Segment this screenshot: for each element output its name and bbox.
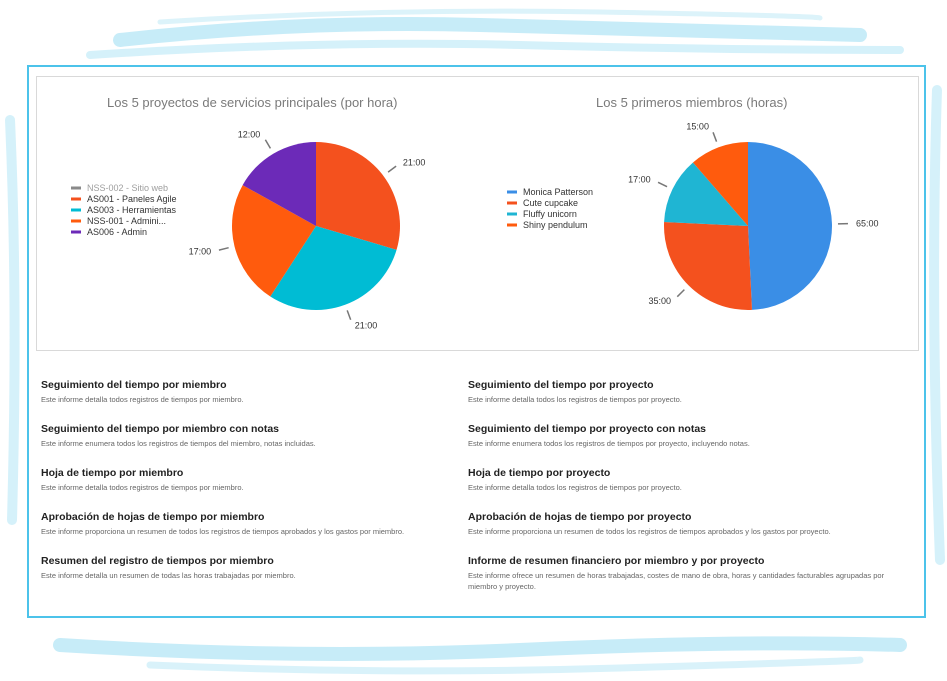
pie-slice[interactable]	[664, 162, 748, 226]
report-title[interactable]: Aprobación de hojas de tiempo por miembr…	[41, 511, 265, 523]
report-description: Este informe ofrece un resumen de horas …	[468, 571, 885, 591]
report-item[interactable]: Seguimiento del tiempo por miembro con n…	[41, 423, 468, 467]
pie-slice[interactable]	[748, 142, 833, 310]
report-description: Este informe detalla todos los registros…	[468, 483, 682, 492]
slice-leader-line	[218, 246, 229, 251]
report-item[interactable]: Seguimiento del tiempo por proyecto con …	[468, 423, 898, 467]
pie-slice[interactable]	[270, 226, 397, 310]
report-item[interactable]: Informe de resumen financiero por miembr…	[468, 555, 898, 605]
projects-chart-title: Los 5 proyectos de servicios principales…	[107, 95, 397, 110]
slice-label: 21:00	[403, 158, 426, 168]
report-title[interactable]: Resumen del registro de tiempos por miem…	[41, 555, 274, 567]
slice-label: 21:00	[355, 320, 378, 330]
pie-slice[interactable]	[316, 142, 400, 250]
report-description: Este informe detalla todos registros de …	[41, 483, 244, 492]
legend-entry[interactable]: AS001 - Paneles Agile	[87, 194, 177, 204]
report-description: Este informe detalla todos registros de …	[41, 395, 244, 404]
legend-entry[interactable]: AS006 - Admin	[87, 227, 147, 237]
report-title[interactable]: Seguimiento del tiempo por miembro con n…	[41, 423, 280, 435]
slice-label: 12:00	[238, 130, 261, 140]
report-item[interactable]: Seguimiento del tiempo por proyecto Este…	[468, 379, 898, 423]
report-description: Este informe enumera todos los registros…	[468, 439, 750, 448]
report-title[interactable]: Hoja de tiempo por miembro	[41, 467, 184, 479]
legend-entry[interactable]: Shiny pendulum	[523, 220, 588, 230]
pie-slice[interactable]	[664, 222, 752, 310]
report-item[interactable]: Aprobación de hojas de tiempo por proyec…	[468, 511, 898, 555]
report-title[interactable]: Hoja de tiempo por proyecto	[468, 467, 611, 479]
report-item[interactable]: Hoja de tiempo por miembro Este informe …	[41, 467, 468, 511]
legend-entry[interactable]: AS003 - Herramientas	[87, 205, 177, 215]
members-pie-chart: 65:00 35:00 17:00 15:00	[628, 122, 879, 310]
slice-leader-line	[264, 139, 272, 149]
report-item[interactable]: Resumen del registro de tiempos por miem…	[41, 555, 468, 605]
slice-leader-line	[712, 132, 718, 142]
report-title[interactable]: Aprobación de hojas de tiempo por proyec…	[468, 511, 692, 523]
slice-leader-line	[387, 165, 397, 173]
report-description: Este informe proporciona un resumen de t…	[41, 527, 405, 536]
pie-slice[interactable]	[692, 142, 748, 226]
report-description: Este informe detalla todos los registros…	[468, 395, 682, 404]
report-item[interactable]: Hoja de tiempo por proyecto Este informe…	[468, 467, 898, 511]
legend-entry[interactable]: Cute cupcake	[523, 198, 578, 208]
report-title[interactable]: Seguimiento del tiempo por proyecto con …	[468, 423, 707, 435]
legend-entry[interactable]: Monica Patterson	[523, 187, 593, 197]
pie-slice[interactable]	[232, 185, 316, 297]
legend-entry[interactable]: Fluffy unicorn	[523, 209, 577, 219]
projects-pie-chart: 21:00 21:00 17:00 12:00	[189, 130, 426, 331]
report-title[interactable]: Seguimiento del tiempo por miembro	[41, 379, 227, 391]
reports-list: Seguimiento del tiempo por miembro Este …	[41, 379, 911, 605]
slice-leader-line	[657, 181, 668, 188]
reports-frame: Los 5 proyectos de servicios principales…	[27, 65, 926, 618]
slice-label: 35:00	[649, 296, 672, 306]
legend-entry[interactable]: NSS-002 - Sitio web	[87, 183, 168, 193]
report-item[interactable]: Seguimiento del tiempo por miembro Este …	[41, 379, 468, 423]
report-description: Este informe detalla un resumen de todas…	[41, 571, 296, 580]
slice-leader-line	[676, 289, 685, 298]
slice-label: 17:00	[628, 175, 651, 185]
report-description: Este informe enumera todos los registros…	[41, 439, 316, 448]
report-item[interactable]: Aprobación de hojas de tiempo por miembr…	[41, 511, 468, 555]
report-description: Este informe proporciona un resumen de t…	[468, 527, 831, 536]
report-title[interactable]: Seguimiento del tiempo por proyecto	[468, 379, 654, 391]
pie-slice[interactable]	[242, 142, 316, 226]
slice-label: 65:00	[856, 218, 879, 228]
members-chart-title: Los 5 primeros miembros (horas)	[596, 95, 787, 110]
slice-leader-line	[346, 310, 352, 321]
slice-label: 17:00	[189, 247, 212, 257]
slice-label: 15:00	[686, 122, 709, 132]
report-title[interactable]: Informe de resumen financiero por miembr…	[468, 555, 765, 567]
legend-entry[interactable]: NSS-001 - Admini...	[87, 216, 166, 226]
charts-panel: Los 5 proyectos de servicios principales…	[36, 76, 919, 351]
